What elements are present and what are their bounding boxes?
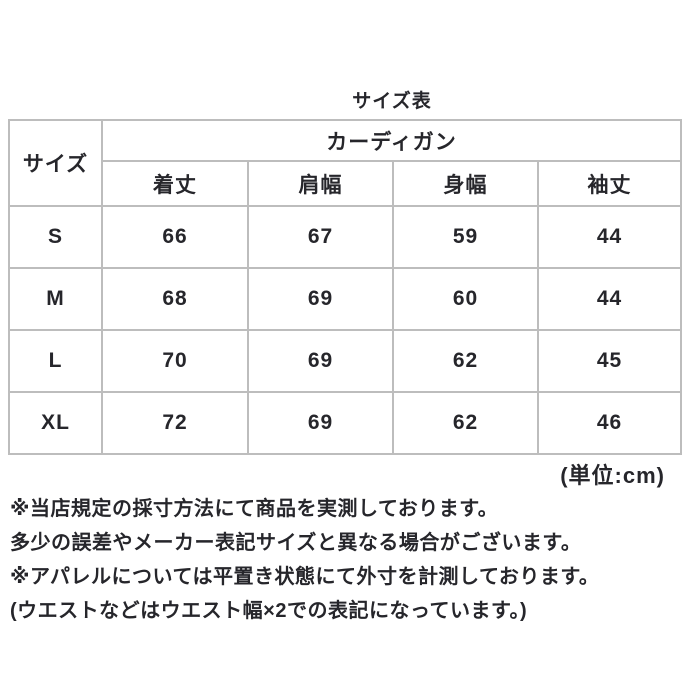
table-header-row-product: サイズ カーディガン: [8, 119, 683, 207]
table-row: S 66 67 59 44: [8, 205, 683, 269]
size-label: XL: [8, 391, 103, 455]
notes-block: ※当店規定の採寸方法にて商品を実測しております。 多少の誤差やメーカー表記サイズ…: [10, 492, 690, 628]
column-header-shoulder-width: 肩幅: [247, 160, 394, 207]
note-line: 多少の誤差やメーカー表記サイズと異なる場合がございます。: [10, 532, 582, 554]
measurement-cell: 62: [392, 391, 539, 455]
measurement-cell: 72: [101, 391, 249, 455]
unit-label: (単位:cm): [560, 463, 665, 488]
column-header-sleeve-length: 袖丈: [536, 160, 683, 207]
column-header-body-width: 身幅: [392, 160, 539, 207]
measurement-cell: 70: [101, 329, 249, 393]
measurement-cell: 44: [536, 267, 683, 331]
note-line: (ウエストなどはウエスト幅×2での表記になっています。): [10, 600, 528, 622]
table-row: M 68 69 60 44: [8, 267, 683, 331]
size-label: S: [8, 205, 103, 269]
note-line: ※当店規定の採寸方法にて商品を実測しております。: [10, 498, 499, 520]
measurement-cell: 46: [536, 391, 683, 455]
measurement-cell: 60: [392, 267, 539, 331]
measurement-cell: 67: [247, 205, 394, 269]
page-title: サイズ表: [352, 91, 432, 112]
size-column-header: サイズ: [8, 119, 103, 207]
table-header-row-measures: 着丈 肩幅 身幅 袖丈: [9, 160, 683, 207]
size-label: L: [8, 329, 103, 393]
measurement-cell: 68: [101, 267, 249, 331]
measurement-cell: 62: [392, 329, 539, 393]
size-table: サイズ カーディガン 着丈 肩幅 身幅 袖丈 S 66 67 59 44 M 6…: [8, 119, 683, 455]
measurement-cell: 45: [536, 329, 683, 393]
product-group-header: カーディガン: [100, 119, 683, 162]
column-header-body-length: 着丈: [101, 160, 249, 207]
size-label: M: [8, 267, 103, 331]
measurement-cell: 66: [101, 205, 249, 269]
measurement-cell: 59: [392, 205, 539, 269]
note-line: ※アパレルについては平置き状態にて外寸を計測しております。: [10, 566, 600, 588]
table-row: XL 72 69 62 46: [8, 391, 683, 455]
measurement-cell: 44: [536, 205, 683, 269]
measurement-cell: 69: [247, 391, 394, 455]
table-row: L 70 69 62 45: [8, 329, 683, 393]
measurement-cell: 69: [247, 267, 394, 331]
measurement-cell: 69: [247, 329, 394, 393]
